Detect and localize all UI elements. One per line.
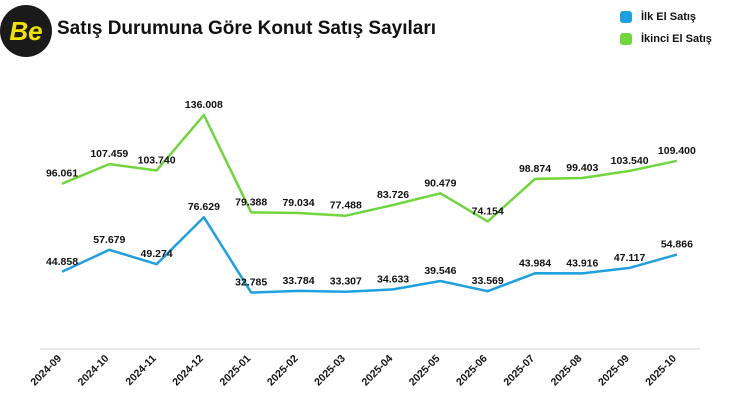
series-line-0 <box>61 215 678 294</box>
data-label-s1-3: 136.008 <box>185 99 223 111</box>
data-label-s0-13: 54.866 <box>661 239 693 251</box>
legend-item-first-hand[interactable]: İlk El Satış <box>620 6 712 28</box>
series-line-1 <box>61 113 678 223</box>
x-tick-label-11: 2025-08 <box>549 353 585 389</box>
data-label-s0-4: 32.785 <box>235 277 267 289</box>
data-label-s1-6: 77.488 <box>330 200 362 212</box>
data-label-s0-2: 49.274 <box>141 248 173 260</box>
chart-title: Satış Durumuna Göre Konut Satış Sayıları <box>57 18 437 39</box>
logo-background <box>0 5 52 57</box>
data-label-s1-1: 107.459 <box>90 148 128 160</box>
plot-area: 44.858 57.679 49.274 76.629 32.785 33.784 33.3… <box>28 99 700 388</box>
data-label-s0-12: 47.117 <box>614 252 646 264</box>
data-label-s1-9: 74.154 <box>472 205 504 217</box>
data-label-s1-12: 103.540 <box>611 155 649 167</box>
x-tick-label-10: 2025-07 <box>501 353 537 389</box>
data-label-s0-3: 76.629 <box>188 201 220 213</box>
x-tick-label-8: 2025-05 <box>407 353 443 389</box>
data-label-s1-5: 79.034 <box>282 197 314 209</box>
x-tick-label-4: 2025-01 <box>218 353 254 389</box>
x-tick-label-13: 2025-10 <box>643 353 679 389</box>
data-label-s1-0: 96.061 <box>46 168 78 180</box>
x-tick-label-12: 2025-09 <box>596 353 632 389</box>
data-label-s1-2: 103.740 <box>138 155 176 167</box>
x-tick-label-2: 2024-11 <box>123 353 158 388</box>
data-label-s1-7: 83.726 <box>377 189 409 201</box>
data-label-s0-0: 44.858 <box>46 256 78 268</box>
legend-label-second-hand: İkinci El Satış <box>641 33 712 45</box>
brand-logo: Be <box>0 5 52 57</box>
data-label-s0-11: 43.916 <box>566 257 598 269</box>
data-label-s1-13: 109.400 <box>658 145 696 157</box>
legend-swatch-first-hand <box>620 11 632 23</box>
data-label-s1-4: 79.388 <box>235 196 267 208</box>
x-tick-label-0: 2024-09 <box>28 353 64 389</box>
x-tick-label-1: 2024-10 <box>76 353 112 389</box>
data-label-s1-11: 99.403 <box>566 162 598 174</box>
data-label-s0-9: 33.569 <box>472 275 504 287</box>
legend-swatch-second-hand <box>620 33 632 45</box>
x-tick-label-3: 2024-12 <box>170 353 206 389</box>
chart-legend: İlk El Satış İkinci El Satış <box>620 6 712 50</box>
data-label-s0-7: 34.633 <box>377 273 409 285</box>
data-label-s0-1: 57.679 <box>93 234 125 246</box>
data-label-s0-8: 39.546 <box>424 265 456 277</box>
logo-text: Be <box>9 16 42 46</box>
x-tick-label-6: 2025-03 <box>312 353 348 389</box>
x-tick-label-5: 2025-02 <box>265 353 301 389</box>
data-label-s0-6: 33.307 <box>330 276 362 288</box>
x-tick-label-7: 2025-04 <box>359 353 395 389</box>
legend-label-first-hand: İlk El Satış <box>641 11 697 23</box>
data-label-s1-8: 90.479 <box>424 177 456 189</box>
data-label-s1-10: 98.874 <box>519 163 551 175</box>
x-tick-label-9: 2025-06 <box>454 353 490 389</box>
legend-item-second-hand[interactable]: İkinci El Satış <box>620 28 712 50</box>
data-label-s0-5: 33.784 <box>282 275 314 287</box>
data-label-s0-10: 43.984 <box>519 257 551 269</box>
